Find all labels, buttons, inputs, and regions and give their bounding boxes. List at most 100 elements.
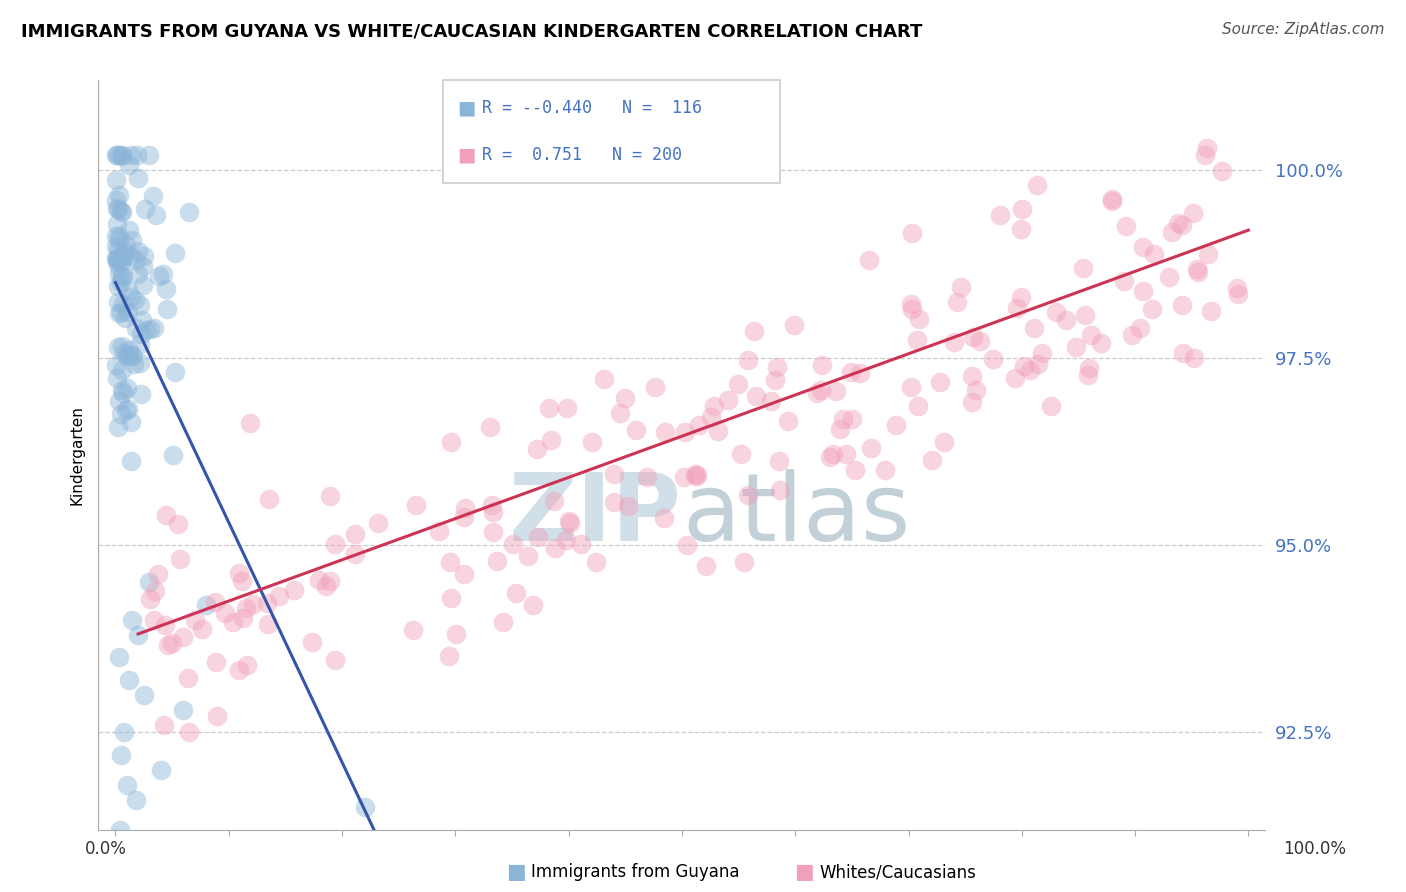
Point — [960, 395, 983, 409]
Point — [1132, 285, 1154, 299]
Point — [111, 249, 134, 263]
Point — [1010, 290, 1032, 304]
Point — [129, 336, 152, 351]
Point — [205, 709, 228, 723]
Point — [1132, 239, 1154, 253]
Point — [1129, 320, 1152, 334]
Point — [343, 547, 366, 561]
Point — [685, 469, 707, 483]
Point — [115, 238, 138, 252]
Text: ■: ■ — [794, 863, 814, 882]
Text: ZIP: ZIP — [509, 469, 682, 561]
Point — [111, 148, 134, 162]
Point — [112, 296, 135, 310]
Point — [1195, 141, 1218, 155]
Point — [811, 359, 834, 373]
Point — [527, 530, 550, 544]
Point — [117, 305, 139, 319]
Point — [114, 725, 136, 739]
Point — [453, 567, 475, 582]
Point — [543, 494, 565, 508]
Point — [120, 348, 142, 362]
Point — [120, 148, 142, 162]
Point — [558, 514, 581, 528]
Text: Whites/Caucasians: Whites/Caucasians — [820, 863, 977, 881]
Text: R =  0.751   N = 200: R = 0.751 N = 200 — [482, 146, 682, 164]
Point — [114, 310, 136, 325]
Point — [107, 295, 129, 310]
Point — [149, 763, 172, 777]
Point — [121, 249, 143, 263]
Point — [402, 623, 425, 637]
Point — [544, 541, 567, 556]
Point — [1115, 219, 1137, 233]
Point — [444, 626, 467, 640]
Point — [120, 290, 142, 304]
Point — [108, 650, 131, 665]
Point — [239, 416, 262, 430]
Point — [1226, 287, 1249, 301]
Point — [960, 368, 983, 383]
Point — [143, 584, 166, 599]
Point — [108, 394, 131, 409]
Point — [555, 401, 578, 416]
Point — [1080, 327, 1102, 342]
Point — [132, 688, 155, 702]
Point — [900, 297, 922, 311]
Text: ■: ■ — [457, 145, 475, 165]
Point — [169, 552, 191, 566]
Point — [526, 442, 548, 456]
Point — [505, 585, 527, 599]
Point — [1101, 194, 1123, 208]
Point — [228, 566, 250, 580]
Point — [319, 574, 342, 589]
Point — [117, 401, 139, 416]
Point — [138, 575, 160, 590]
Point — [112, 268, 135, 282]
Point — [108, 306, 131, 320]
Point — [1157, 269, 1180, 284]
Point — [1112, 274, 1135, 288]
Point — [118, 673, 141, 687]
Point — [603, 494, 626, 508]
Point — [841, 412, 863, 426]
Point — [848, 366, 870, 380]
Point — [965, 384, 987, 398]
Point — [686, 468, 709, 483]
Point — [108, 233, 131, 247]
Point — [516, 549, 538, 563]
Point — [125, 792, 148, 806]
Point — [134, 249, 156, 263]
Point — [315, 579, 337, 593]
Point — [672, 470, 695, 484]
Point — [828, 422, 851, 436]
Point — [117, 283, 139, 297]
Point — [624, 423, 647, 437]
Point — [900, 302, 922, 317]
Point — [108, 148, 131, 162]
Point — [104, 228, 127, 243]
Point — [609, 406, 631, 420]
Point — [235, 601, 257, 615]
Point — [766, 359, 789, 374]
Point — [1025, 178, 1047, 192]
Point — [110, 255, 132, 269]
Point — [1187, 262, 1209, 277]
Point — [1022, 321, 1045, 335]
Point — [108, 822, 131, 837]
Point — [105, 239, 128, 253]
Point — [153, 618, 176, 632]
Point — [683, 467, 706, 482]
Point — [453, 510, 475, 524]
Point — [1045, 305, 1067, 319]
Point — [440, 591, 463, 605]
Point — [1173, 345, 1195, 359]
Point — [703, 399, 725, 413]
Point — [153, 717, 176, 731]
Point — [841, 365, 863, 379]
Point — [1031, 345, 1053, 359]
Point — [301, 635, 323, 649]
Point — [858, 253, 880, 268]
Point — [114, 248, 136, 262]
Point — [860, 442, 883, 456]
